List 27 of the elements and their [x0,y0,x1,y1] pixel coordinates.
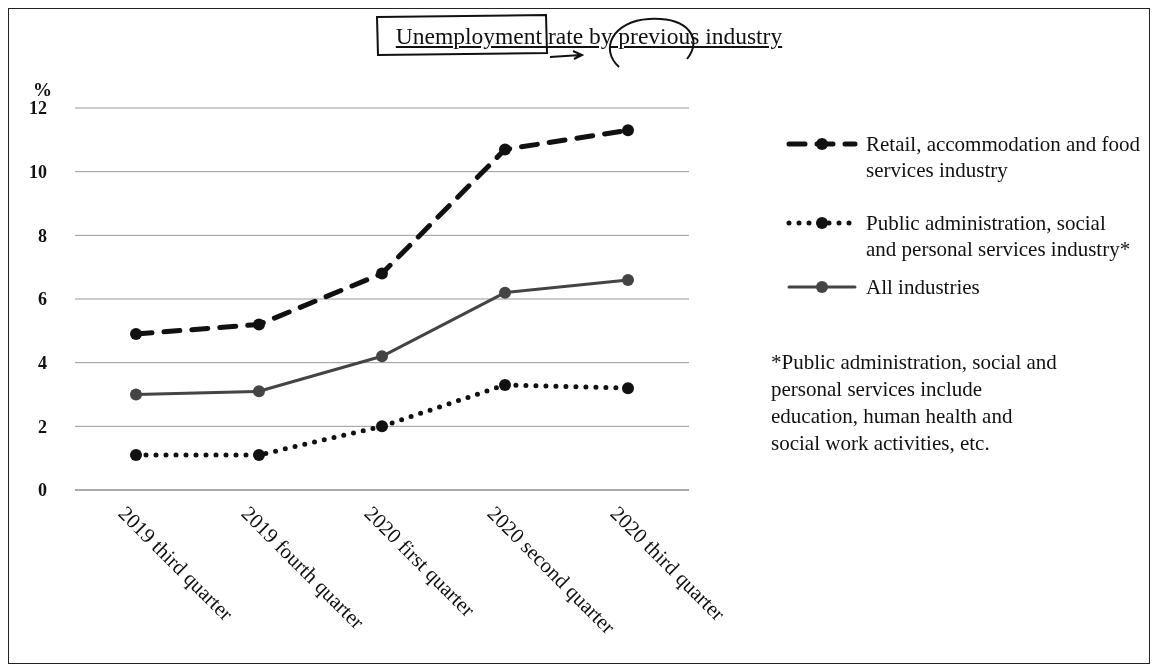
legend-label: All industries [866,274,981,300]
point [253,318,265,331]
y-tick-label: 8 [38,225,47,246]
y-tick-label: 12 [29,98,47,119]
point [130,328,142,341]
point [499,286,511,299]
y-tick-label: 10 [29,162,47,183]
y-tick-label: 6 [38,289,47,310]
y-tick-label: 0 [38,480,47,501]
legend-label: Public administration, social and personal services industry* [866,210,1132,262]
point [622,382,634,395]
y-tick-label: 2 [38,416,47,437]
point [499,378,511,391]
point [376,350,388,363]
point [622,273,634,286]
point [130,388,142,401]
y-axis-title: % [33,79,52,101]
y-tick-label: 4 [38,353,47,374]
point [253,448,265,461]
point [130,448,142,461]
point [622,124,634,137]
legend-label: Retail, accommodation and food services industry [866,131,1141,183]
point [376,420,388,433]
text: *Public administration, social and personal services include education, human health and social work activities, etc. [771,349,1058,457]
point [253,385,265,398]
point [376,267,388,280]
point [499,143,511,156]
